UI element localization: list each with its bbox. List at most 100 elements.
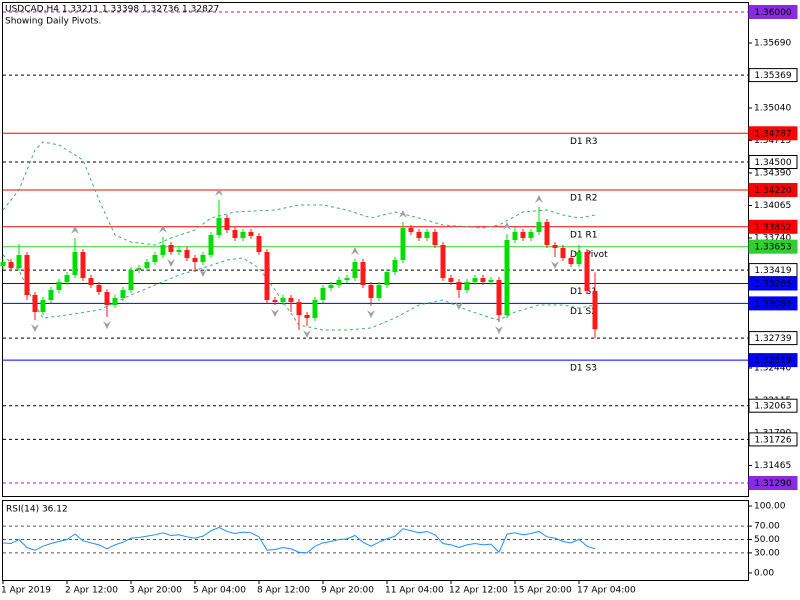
candle-body bbox=[120, 290, 126, 298]
y-tick-label: 30.00 bbox=[754, 548, 780, 558]
candle-body bbox=[104, 292, 110, 305]
candle-body bbox=[392, 260, 398, 272]
level-name: D1 S2 bbox=[570, 307, 597, 317]
candle-body bbox=[264, 252, 270, 300]
level-label: 1.34787 bbox=[754, 129, 791, 139]
fractal-up bbox=[503, 222, 511, 230]
candle-body bbox=[520, 232, 526, 238]
fractal-down bbox=[303, 330, 311, 338]
candle-body bbox=[448, 278, 454, 282]
level-label: 1.36000 bbox=[754, 8, 791, 18]
candle-body bbox=[384, 272, 390, 285]
level-label: 1.33653 bbox=[754, 243, 791, 253]
chart-subtitle: Showing Daily Pivots. bbox=[5, 17, 101, 27]
level-box bbox=[748, 432, 798, 447]
candle-body bbox=[80, 252, 86, 278]
candle-body bbox=[88, 278, 94, 285]
candle-body bbox=[216, 218, 222, 235]
candle-body bbox=[528, 232, 534, 238]
level-box bbox=[748, 398, 798, 413]
candle-body bbox=[592, 290, 598, 330]
candle-body bbox=[240, 232, 246, 238]
fractal-down bbox=[367, 310, 375, 318]
candle-body bbox=[352, 262, 358, 278]
fractal-up bbox=[215, 188, 223, 196]
candle-body bbox=[432, 232, 438, 245]
fractal-up bbox=[71, 226, 79, 234]
candle-body bbox=[376, 285, 382, 298]
candle-body bbox=[424, 232, 430, 238]
candle-body bbox=[40, 300, 46, 312]
candle-body bbox=[344, 278, 350, 280]
candle-body bbox=[336, 280, 342, 285]
candle-body bbox=[112, 298, 118, 305]
plot-layer: 1 Apr 2019 2 Apr 12:00 3 Apr 20:00 5 Apr 04… bbox=[0, 5, 798, 596]
candle-body bbox=[248, 232, 254, 236]
x-tick-label: 17 Apr 04:00 bbox=[577, 586, 636, 596]
candle-body bbox=[280, 298, 286, 302]
candle-body bbox=[48, 290, 54, 300]
candle-body bbox=[320, 288, 326, 300]
fractal-up bbox=[159, 225, 167, 233]
x-tick-label: 12 Apr 12:00 bbox=[449, 586, 508, 596]
level-box bbox=[748, 331, 798, 346]
y-tick-label: 1.34065 bbox=[754, 201, 791, 211]
candle-body bbox=[168, 245, 174, 252]
level-label: 1.32739 bbox=[754, 334, 791, 344]
candle-body bbox=[560, 248, 566, 258]
level-label: 1.32519 bbox=[754, 356, 791, 366]
candle-body bbox=[576, 252, 582, 264]
y-tick-label: 1.35040 bbox=[754, 104, 791, 114]
candle-body bbox=[512, 232, 518, 240]
level-label: 1.35369 bbox=[754, 71, 791, 81]
level-box bbox=[748, 239, 798, 254]
level-label: 1.34500 bbox=[754, 158, 791, 168]
candle-body bbox=[192, 258, 198, 262]
candle-body bbox=[416, 232, 422, 238]
level-box bbox=[748, 68, 798, 83]
y-tick-label: 1.34390 bbox=[754, 169, 791, 179]
x-tick-label: 2 Apr 12:00 bbox=[65, 586, 118, 596]
candle-body bbox=[328, 285, 334, 288]
level-name: D1 R1 bbox=[570, 230, 598, 240]
fractal-down bbox=[167, 259, 175, 267]
fractal-down bbox=[495, 326, 503, 334]
level-box bbox=[748, 353, 798, 368]
rsi-title: RSI(14) 36.12 bbox=[6, 505, 68, 515]
candle-body bbox=[400, 228, 406, 260]
candle-body bbox=[56, 282, 62, 290]
candle-body bbox=[72, 252, 78, 275]
band-line bbox=[2, 141, 596, 246]
level-label: 1.31290 bbox=[754, 479, 791, 489]
candle-body bbox=[488, 280, 494, 282]
candle-body bbox=[8, 262, 14, 268]
candle-body bbox=[160, 245, 166, 255]
level-label: 1.34220 bbox=[754, 186, 791, 196]
y-tick-label: 1.35690 bbox=[754, 39, 791, 49]
fractal-down bbox=[31, 324, 39, 332]
candle-body bbox=[584, 252, 590, 291]
level-label: 1.33852 bbox=[754, 223, 791, 233]
x-tick-label: 9 Apr 20:00 bbox=[321, 586, 374, 596]
candle-body bbox=[496, 280, 502, 315]
level-label: 1.33086 bbox=[754, 299, 791, 309]
fractal-up bbox=[351, 247, 359, 255]
candle-body bbox=[368, 285, 374, 298]
level-box bbox=[748, 276, 798, 291]
level-box bbox=[748, 296, 798, 311]
candle-body bbox=[0, 262, 6, 266]
candle-body bbox=[568, 258, 574, 264]
y-tick-label: 1.32440 bbox=[754, 364, 791, 374]
candle-body bbox=[16, 255, 22, 268]
candle-body bbox=[480, 278, 486, 282]
candle-body bbox=[472, 278, 478, 282]
candle-body bbox=[288, 298, 294, 302]
x-tick-label: 3 Apr 20:00 bbox=[129, 586, 182, 596]
fractal-up bbox=[535, 195, 543, 203]
fractal-down bbox=[199, 269, 207, 277]
candle-body bbox=[200, 255, 206, 262]
level-box bbox=[748, 155, 798, 169]
fractal-down bbox=[455, 302, 463, 310]
